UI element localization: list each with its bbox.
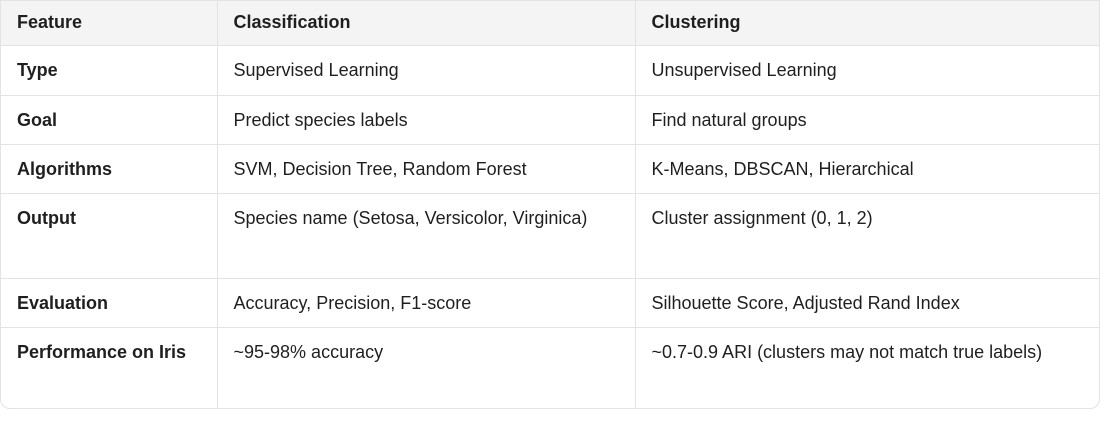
row-clustering-cell: ~0.7-0.9 ARI (clusters may not match tru… [634,326,1099,408]
row-clustering-cell: Find natural groups [634,94,1099,144]
row-feature-cell: Algorithms [1,143,217,193]
comparison-table-container: Feature Classification Clustering Type S… [0,0,1100,409]
row-classification-cell: Supervised Learning [216,44,635,95]
table-row: Performance on Iris ~95-98% accuracy ~0.… [1,326,1099,408]
comparison-table: Feature Classification Clustering Type S… [1,1,1099,408]
row-clustering-cell: Unsupervised Learning [634,44,1099,95]
row-classification-cell: Species name (Setosa, Versicolor, Virgin… [216,192,635,278]
row-clustering-cell: K-Means, DBSCAN, Hierarchical [634,143,1099,193]
table-row: Type Supervised Learning Unsupervised Le… [1,44,1099,95]
table-row: Algorithms SVM, Decision Tree, Random Fo… [1,143,1099,193]
header-clustering: Clustering [634,1,1099,45]
row-classification-cell: ~95-98% accuracy [216,326,635,408]
row-feature-cell: Goal [1,94,217,144]
row-clustering-cell: Silhouette Score, Adjusted Rand Index [634,277,1099,327]
row-classification-cell: Accuracy, Precision, F1-score [216,277,635,327]
header-feature: Feature [1,1,217,45]
header-row: Feature Classification Clustering [1,1,1099,45]
table-row: Goal Predict species labels Find natural… [1,94,1099,144]
row-feature-cell: Performance on Iris [1,326,217,408]
header-classification: Classification [216,1,635,45]
table-body: Type Supervised Learning Unsupervised Le… [1,44,1099,408]
row-feature-cell: Evaluation [1,277,217,327]
row-classification-cell: SVM, Decision Tree, Random Forest [216,143,635,193]
row-feature-cell: Type [1,44,217,95]
row-feature-cell: Output [1,192,217,278]
row-classification-cell: Predict species labels [216,94,635,144]
table-row: Evaluation Accuracy, Precision, F1-score… [1,277,1099,327]
table-header: Feature Classification Clustering [1,1,1099,45]
row-clustering-cell: Cluster assignment (0, 1, 2) [634,192,1099,278]
table-row: Output Species name (Setosa, Versicolor,… [1,192,1099,278]
